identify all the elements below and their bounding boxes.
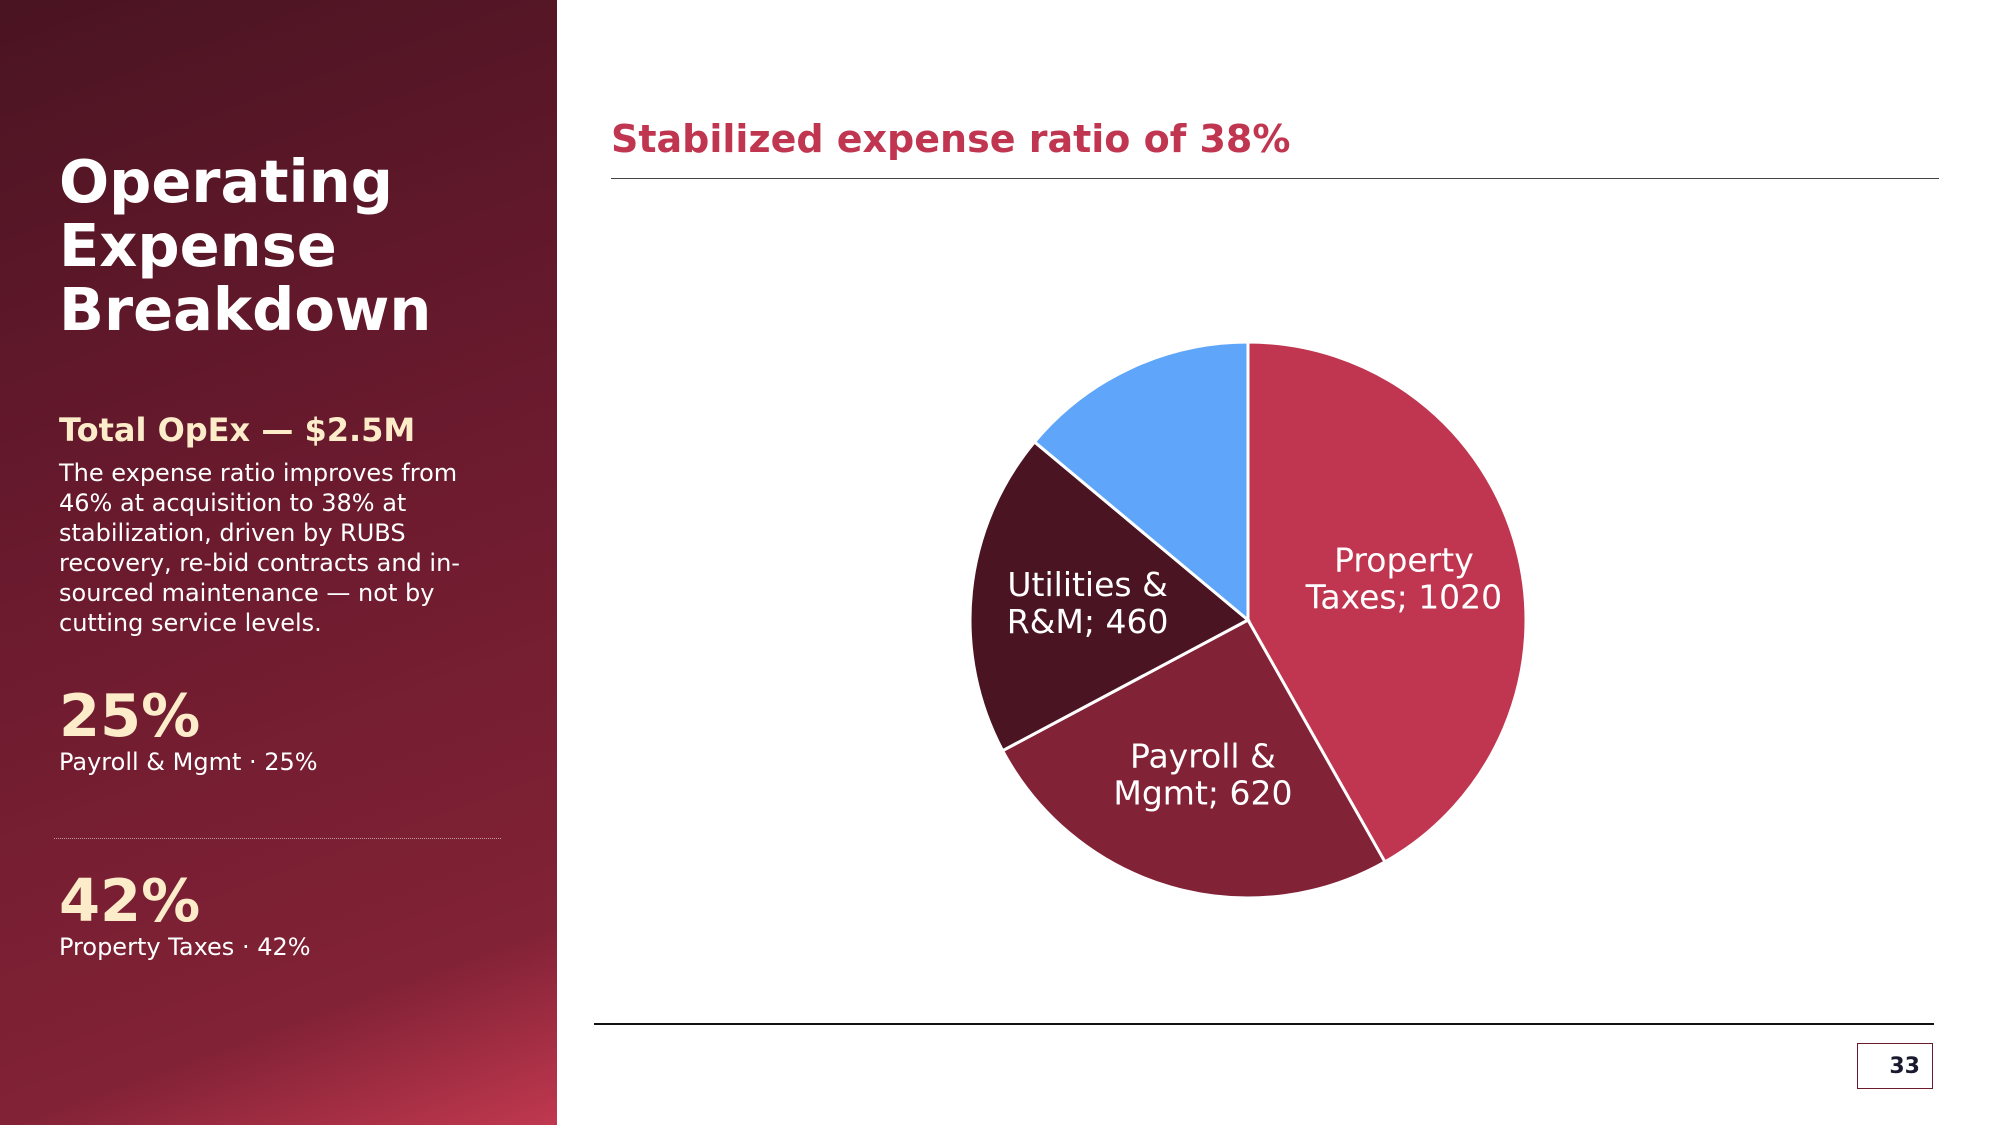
pie-slice-payroll-mgmt	[1000, 617, 1387, 900]
sidebar-panel: Operating Expense Breakdown Total OpEx —…	[0, 0, 557, 1125]
data-label-payroll-mgmt: Payroll & Mgmt; 620	[1113, 736, 1292, 812]
stat-label-property-taxes: Property Taxes · 42%	[59, 933, 311, 961]
pie-slice-other	[1032, 340, 1250, 624]
data-label-utilities-r-m: Utilities & R&M; 460	[1007, 565, 1169, 641]
pie-slice-property-taxes	[1246, 340, 1528, 864]
stat-label-payroll: Payroll & Mgmt · 25%	[59, 748, 318, 776]
page-title: Operating Expense Breakdown	[59, 147, 432, 344]
footer-divider	[594, 1023, 1934, 1025]
pie-chart: Property Taxes; 1020 Payroll & Mgmt; 620 Uti…	[968, 340, 1528, 900]
stat-value-payroll: 25%	[59, 681, 201, 750]
stat-value-property-taxes: 42%	[59, 866, 201, 935]
chart-title: Stabilized expense ratio of 38%	[611, 117, 1291, 161]
stat-divider	[54, 838, 501, 839]
description-text: The expense ratio improves from 46% at a…	[59, 459, 460, 637]
page-number: 33	[1857, 1043, 1933, 1089]
title-divider	[611, 178, 1939, 179]
total-opex-heading: Total OpEx — $2.5M	[59, 411, 416, 449]
data-label-property-taxes: Property Taxes; 1020	[1305, 540, 1503, 616]
pie-slice-utilities-r-m	[968, 439, 1251, 753]
